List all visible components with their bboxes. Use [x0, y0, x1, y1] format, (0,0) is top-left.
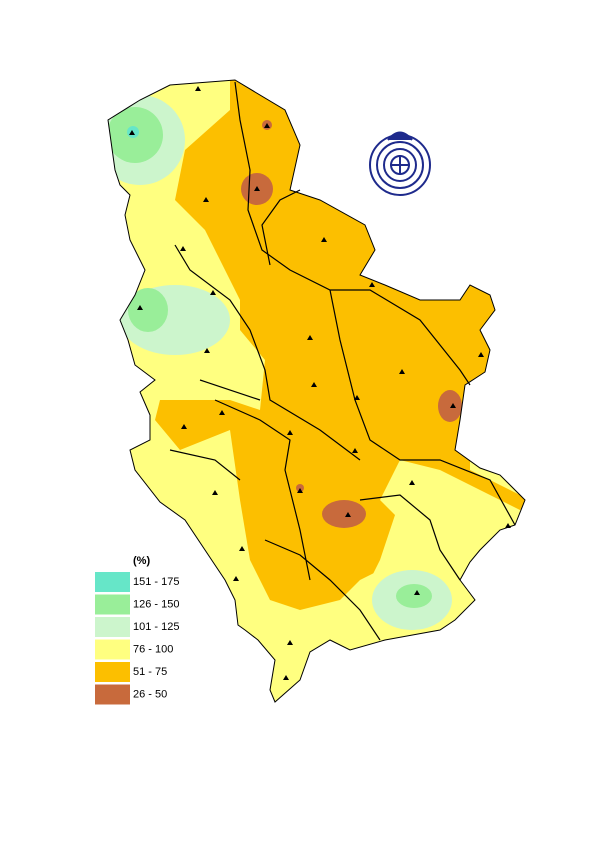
legend-swatch — [95, 617, 130, 637]
zone-126-150 — [396, 584, 432, 608]
legend-swatch — [95, 594, 130, 615]
legend-label: 126 - 150 — [133, 598, 179, 610]
zone-126-150 — [128, 288, 168, 332]
legend-label: 26 - 50 — [133, 688, 167, 700]
legend-label: 76 - 100 — [133, 643, 173, 655]
precipitation-zones — [108, 80, 525, 702]
legend-swatch — [95, 639, 130, 660]
rivers — [169, 81, 516, 641]
logo — [369, 131, 431, 196]
legend-title: (%) — [133, 555, 150, 567]
legend-label: 51 - 75 — [133, 666, 167, 678]
legend: (%) 151 - 175 126 - 150 101 - 125 76 - 100 5… — [95, 555, 179, 705]
legend-swatch — [95, 684, 130, 705]
zone-26-50 — [322, 500, 366, 528]
legend-swatch — [95, 662, 130, 682]
legend-swatch — [95, 572, 130, 592]
zone-26-50 — [438, 390, 462, 422]
legend-label: 151 - 175 — [133, 576, 179, 588]
legend-label: 101 - 125 — [133, 621, 179, 633]
